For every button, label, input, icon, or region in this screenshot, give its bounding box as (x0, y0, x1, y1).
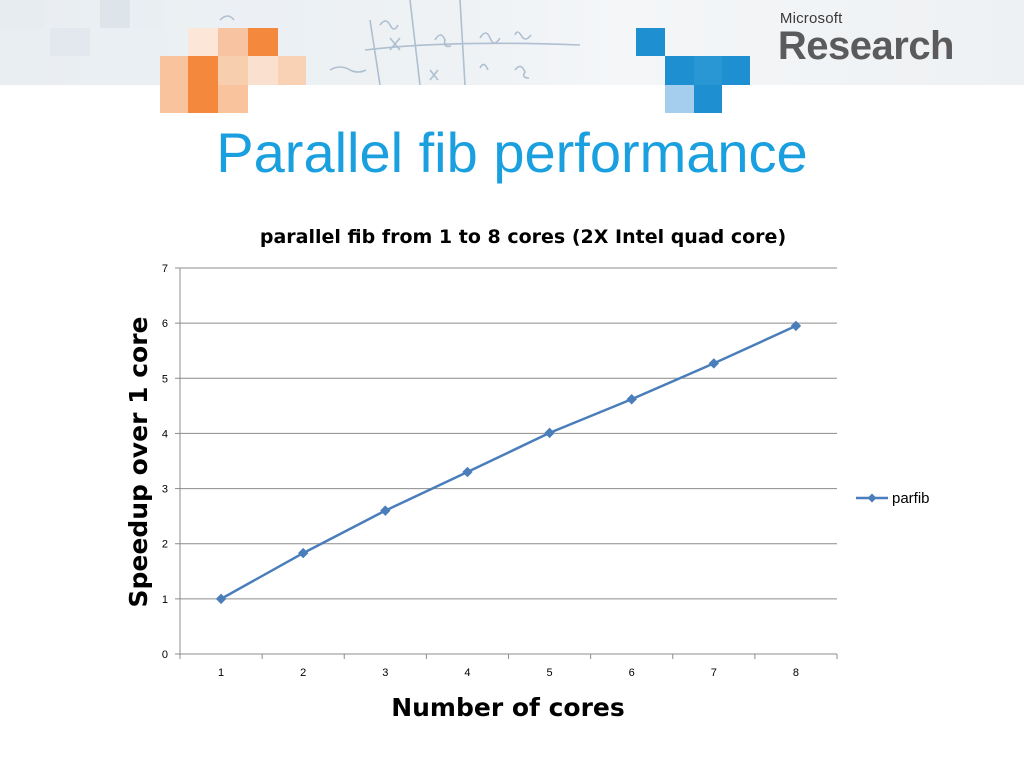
data-point (297, 547, 309, 559)
x-tick-label: 3 (382, 667, 388, 679)
deco-square (248, 28, 278, 56)
deco-square (694, 85, 722, 113)
legend-label: parfib (892, 490, 930, 507)
logo-small-text: Microsoft (779, 10, 843, 27)
x-tick-label: 2 (300, 667, 306, 679)
whiteboard-sketch (209, 0, 581, 85)
deco-square (218, 85, 248, 113)
data-point (708, 358, 720, 369)
deco-square (278, 56, 306, 85)
legend-marker (867, 493, 877, 503)
y-tick-label: 3 (162, 484, 168, 496)
y-tick-label: 2 (162, 539, 168, 551)
deco-square (188, 56, 218, 85)
x-tick-label: 6 (629, 667, 635, 679)
y-tick-label: 6 (162, 318, 168, 330)
y-tick-label: 5 (162, 373, 168, 385)
deco-square (50, 28, 90, 56)
deco-square (160, 56, 188, 85)
y-tick-label: 1 (162, 594, 168, 606)
x-tick-label: 1 (218, 667, 224, 679)
deco-square (160, 85, 188, 113)
x-axis-label: Number of cores (391, 693, 625, 722)
deco-square (665, 85, 694, 113)
x-tick-label: 5 (547, 667, 553, 679)
deco-square (218, 56, 248, 85)
deco-square (722, 56, 750, 85)
deco-square (0, 0, 44, 28)
y-tick-label: 4 (162, 428, 168, 440)
series-line (220, 324, 797, 600)
deco-square (100, 0, 130, 28)
microsoft-research-logo: Microsoft Research (777, 10, 955, 68)
header-banner: Microsoft Research (0, 0, 1024, 85)
y-tick-label: 0 (162, 649, 168, 661)
slide-title: Parallel fib performance (216, 121, 808, 184)
x-tick-label: 8 (793, 667, 799, 679)
deco-square (665, 56, 694, 85)
chart-title: parallel fib from 1 to 8 cores (2X Intel… (260, 226, 786, 248)
data-point (380, 505, 391, 516)
x-tick-label: 4 (464, 667, 470, 679)
deco-square (133, 0, 163, 28)
deco-square (248, 56, 278, 85)
y-tick-label: 7 (162, 263, 168, 275)
data-point (215, 593, 227, 605)
deco-square (188, 85, 218, 113)
logo-big-text: Research (777, 24, 955, 68)
data-point (462, 466, 473, 478)
data-point (544, 427, 555, 439)
data-point (626, 394, 637, 405)
deco-square (636, 28, 665, 56)
x-tick-label: 7 (711, 667, 717, 679)
data-point (790, 320, 802, 332)
deco-square (218, 28, 248, 56)
y-axis-label: Speedup over 1 core (124, 317, 153, 608)
deco-square (694, 56, 722, 85)
deco-square (188, 28, 218, 56)
